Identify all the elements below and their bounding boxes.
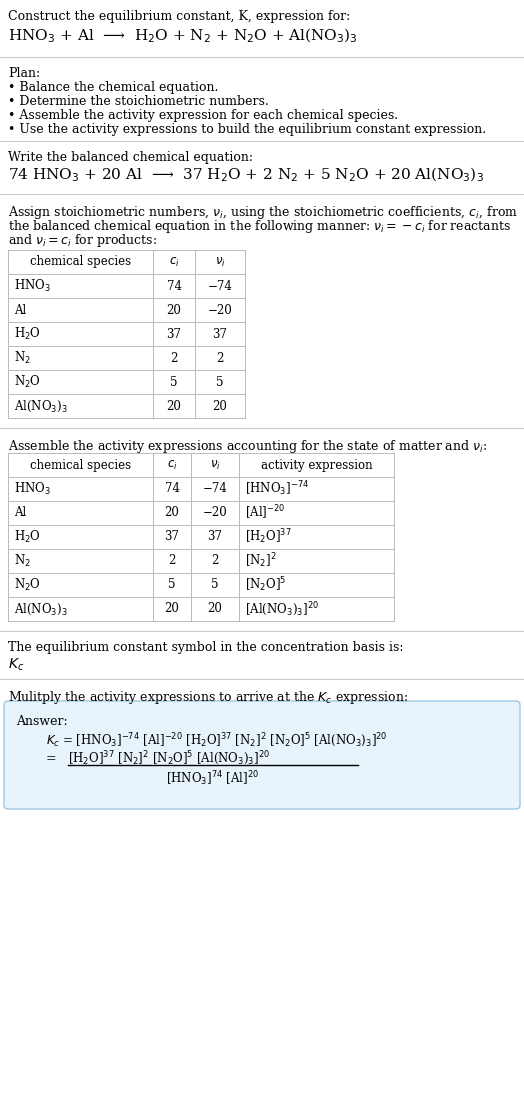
Text: H$_2$O: H$_2$O xyxy=(14,326,41,342)
Text: 5: 5 xyxy=(170,375,178,388)
Text: • Balance the chemical equation.: • Balance the chemical equation. xyxy=(8,81,219,94)
Text: 2: 2 xyxy=(168,555,176,568)
Text: 5: 5 xyxy=(211,578,219,591)
Text: 20: 20 xyxy=(213,399,227,413)
Text: Answer:: Answer: xyxy=(16,715,68,728)
Text: [HNO$_3$]$^{-74}$: [HNO$_3$]$^{-74}$ xyxy=(245,480,309,499)
Text: 74: 74 xyxy=(167,279,181,292)
Text: HNO$_3$: HNO$_3$ xyxy=(14,278,51,295)
Text: HNO$_3$: HNO$_3$ xyxy=(14,481,51,497)
Text: $K_c$ = [HNO$_3$]$^{-74}$ [Al]$^{-20}$ [H$_2$O]$^{37}$ [N$_2$]$^2$ [N$_2$O]$^5$ : $K_c$ = [HNO$_3$]$^{-74}$ [Al]$^{-20}$ [… xyxy=(46,731,388,749)
Text: • Assemble the activity expression for each chemical species.: • Assemble the activity expression for e… xyxy=(8,109,398,122)
Text: N$_2$: N$_2$ xyxy=(14,350,31,366)
Text: [H$_2$O]$^{37}$: [H$_2$O]$^{37}$ xyxy=(245,527,292,546)
Text: 2: 2 xyxy=(170,352,178,364)
Text: $K_c$: $K_c$ xyxy=(8,657,24,674)
Text: N$_2$O: N$_2$O xyxy=(14,374,41,390)
Text: N$_2$O: N$_2$O xyxy=(14,577,41,593)
Text: 20: 20 xyxy=(165,506,179,520)
Text: 20: 20 xyxy=(167,399,181,413)
Text: 37: 37 xyxy=(167,328,181,341)
Text: the balanced chemical equation in the following manner: $\nu_i = -c_i$ for react: the balanced chemical equation in the fo… xyxy=(8,218,511,235)
Text: and $\nu_i = c_i$ for products:: and $\nu_i = c_i$ for products: xyxy=(8,232,157,249)
Text: [Al(NO$_3$)$_3$]$^{20}$: [Al(NO$_3$)$_3$]$^{20}$ xyxy=(245,600,319,618)
Text: [Al]$^{-20}$: [Al]$^{-20}$ xyxy=(245,504,285,522)
Text: 74 HNO$_3$ + 20 Al  ⟶  37 H$_2$O + 2 N$_2$ + 5 N$_2$O + 20 Al(NO$_3$)$_3$: 74 HNO$_3$ + 20 Al ⟶ 37 H$_2$O + 2 N$_2$… xyxy=(8,165,484,184)
Text: Construct the equilibrium constant, K, expression for:: Construct the equilibrium constant, K, e… xyxy=(8,10,350,23)
Text: The equilibrium constant symbol in the concentration basis is:: The equilibrium constant symbol in the c… xyxy=(8,641,403,654)
Text: Al: Al xyxy=(14,506,26,520)
Text: N$_2$: N$_2$ xyxy=(14,553,31,569)
Text: 20: 20 xyxy=(165,602,179,615)
Text: 37: 37 xyxy=(213,328,227,341)
Text: 5: 5 xyxy=(168,578,176,591)
Text: • Determine the stoichiometric numbers.: • Determine the stoichiometric numbers. xyxy=(8,95,269,108)
Text: $\nu_i$: $\nu_i$ xyxy=(210,459,221,472)
Text: activity expression: activity expression xyxy=(260,459,373,471)
Text: Al(NO$_3$)$_3$: Al(NO$_3$)$_3$ xyxy=(14,398,68,414)
Text: [H$_2$O]$^{37}$ [N$_2$]$^2$ [N$_2$O]$^5$ [Al(NO$_3$)$_3$]$^{20}$: [H$_2$O]$^{37}$ [N$_2$]$^2$ [N$_2$O]$^5$… xyxy=(68,749,270,767)
Text: 37: 37 xyxy=(208,531,223,544)
Text: Al(NO$_3$)$_3$: Al(NO$_3$)$_3$ xyxy=(14,601,68,617)
Text: [N$_2$]$^2$: [N$_2$]$^2$ xyxy=(245,552,277,570)
Text: • Use the activity expressions to build the equilibrium constant expression.: • Use the activity expressions to build … xyxy=(8,124,486,136)
Text: $c_i$: $c_i$ xyxy=(169,256,179,268)
Text: chemical species: chemical species xyxy=(30,459,131,471)
Text: $\nu_i$: $\nu_i$ xyxy=(215,256,225,268)
FancyBboxPatch shape xyxy=(4,702,520,808)
Text: 37: 37 xyxy=(165,531,180,544)
Text: 20: 20 xyxy=(208,602,222,615)
Text: Write the balanced chemical equation:: Write the balanced chemical equation: xyxy=(8,151,253,164)
Text: $c_i$: $c_i$ xyxy=(167,459,177,472)
Text: −20: −20 xyxy=(208,303,232,317)
Text: =: = xyxy=(46,752,57,765)
Text: Mulitply the activity expressions to arrive at the $K_c$ expression:: Mulitply the activity expressions to arr… xyxy=(8,689,408,706)
Text: Assign stoichiometric numbers, $\nu_i$, using the stoichiometric coefficients, $: Assign stoichiometric numbers, $\nu_i$, … xyxy=(8,204,518,221)
Text: chemical species: chemical species xyxy=(30,256,131,268)
Text: 5: 5 xyxy=(216,375,224,388)
Text: [HNO$_3$]$^{74}$ [Al]$^{20}$: [HNO$_3$]$^{74}$ [Al]$^{20}$ xyxy=(167,769,259,788)
Text: 2: 2 xyxy=(211,555,219,568)
Text: H$_2$O: H$_2$O xyxy=(14,529,41,545)
Text: Al: Al xyxy=(14,303,26,317)
Text: 2: 2 xyxy=(216,352,224,364)
Text: [N$_2$O]$^5$: [N$_2$O]$^5$ xyxy=(245,576,287,595)
Text: Plan:: Plan: xyxy=(8,67,40,81)
Text: Assemble the activity expressions accounting for the state of matter and $\nu_i$: Assemble the activity expressions accoun… xyxy=(8,438,487,456)
Text: −20: −20 xyxy=(203,506,227,520)
Text: 20: 20 xyxy=(167,303,181,317)
Text: HNO$_3$ + Al  ⟶  H$_2$O + N$_2$ + N$_2$O + Al(NO$_3$)$_3$: HNO$_3$ + Al ⟶ H$_2$O + N$_2$ + N$_2$O +… xyxy=(8,26,358,45)
Text: −74: −74 xyxy=(208,279,233,292)
Text: 74: 74 xyxy=(165,482,180,495)
Text: −74: −74 xyxy=(203,482,227,495)
